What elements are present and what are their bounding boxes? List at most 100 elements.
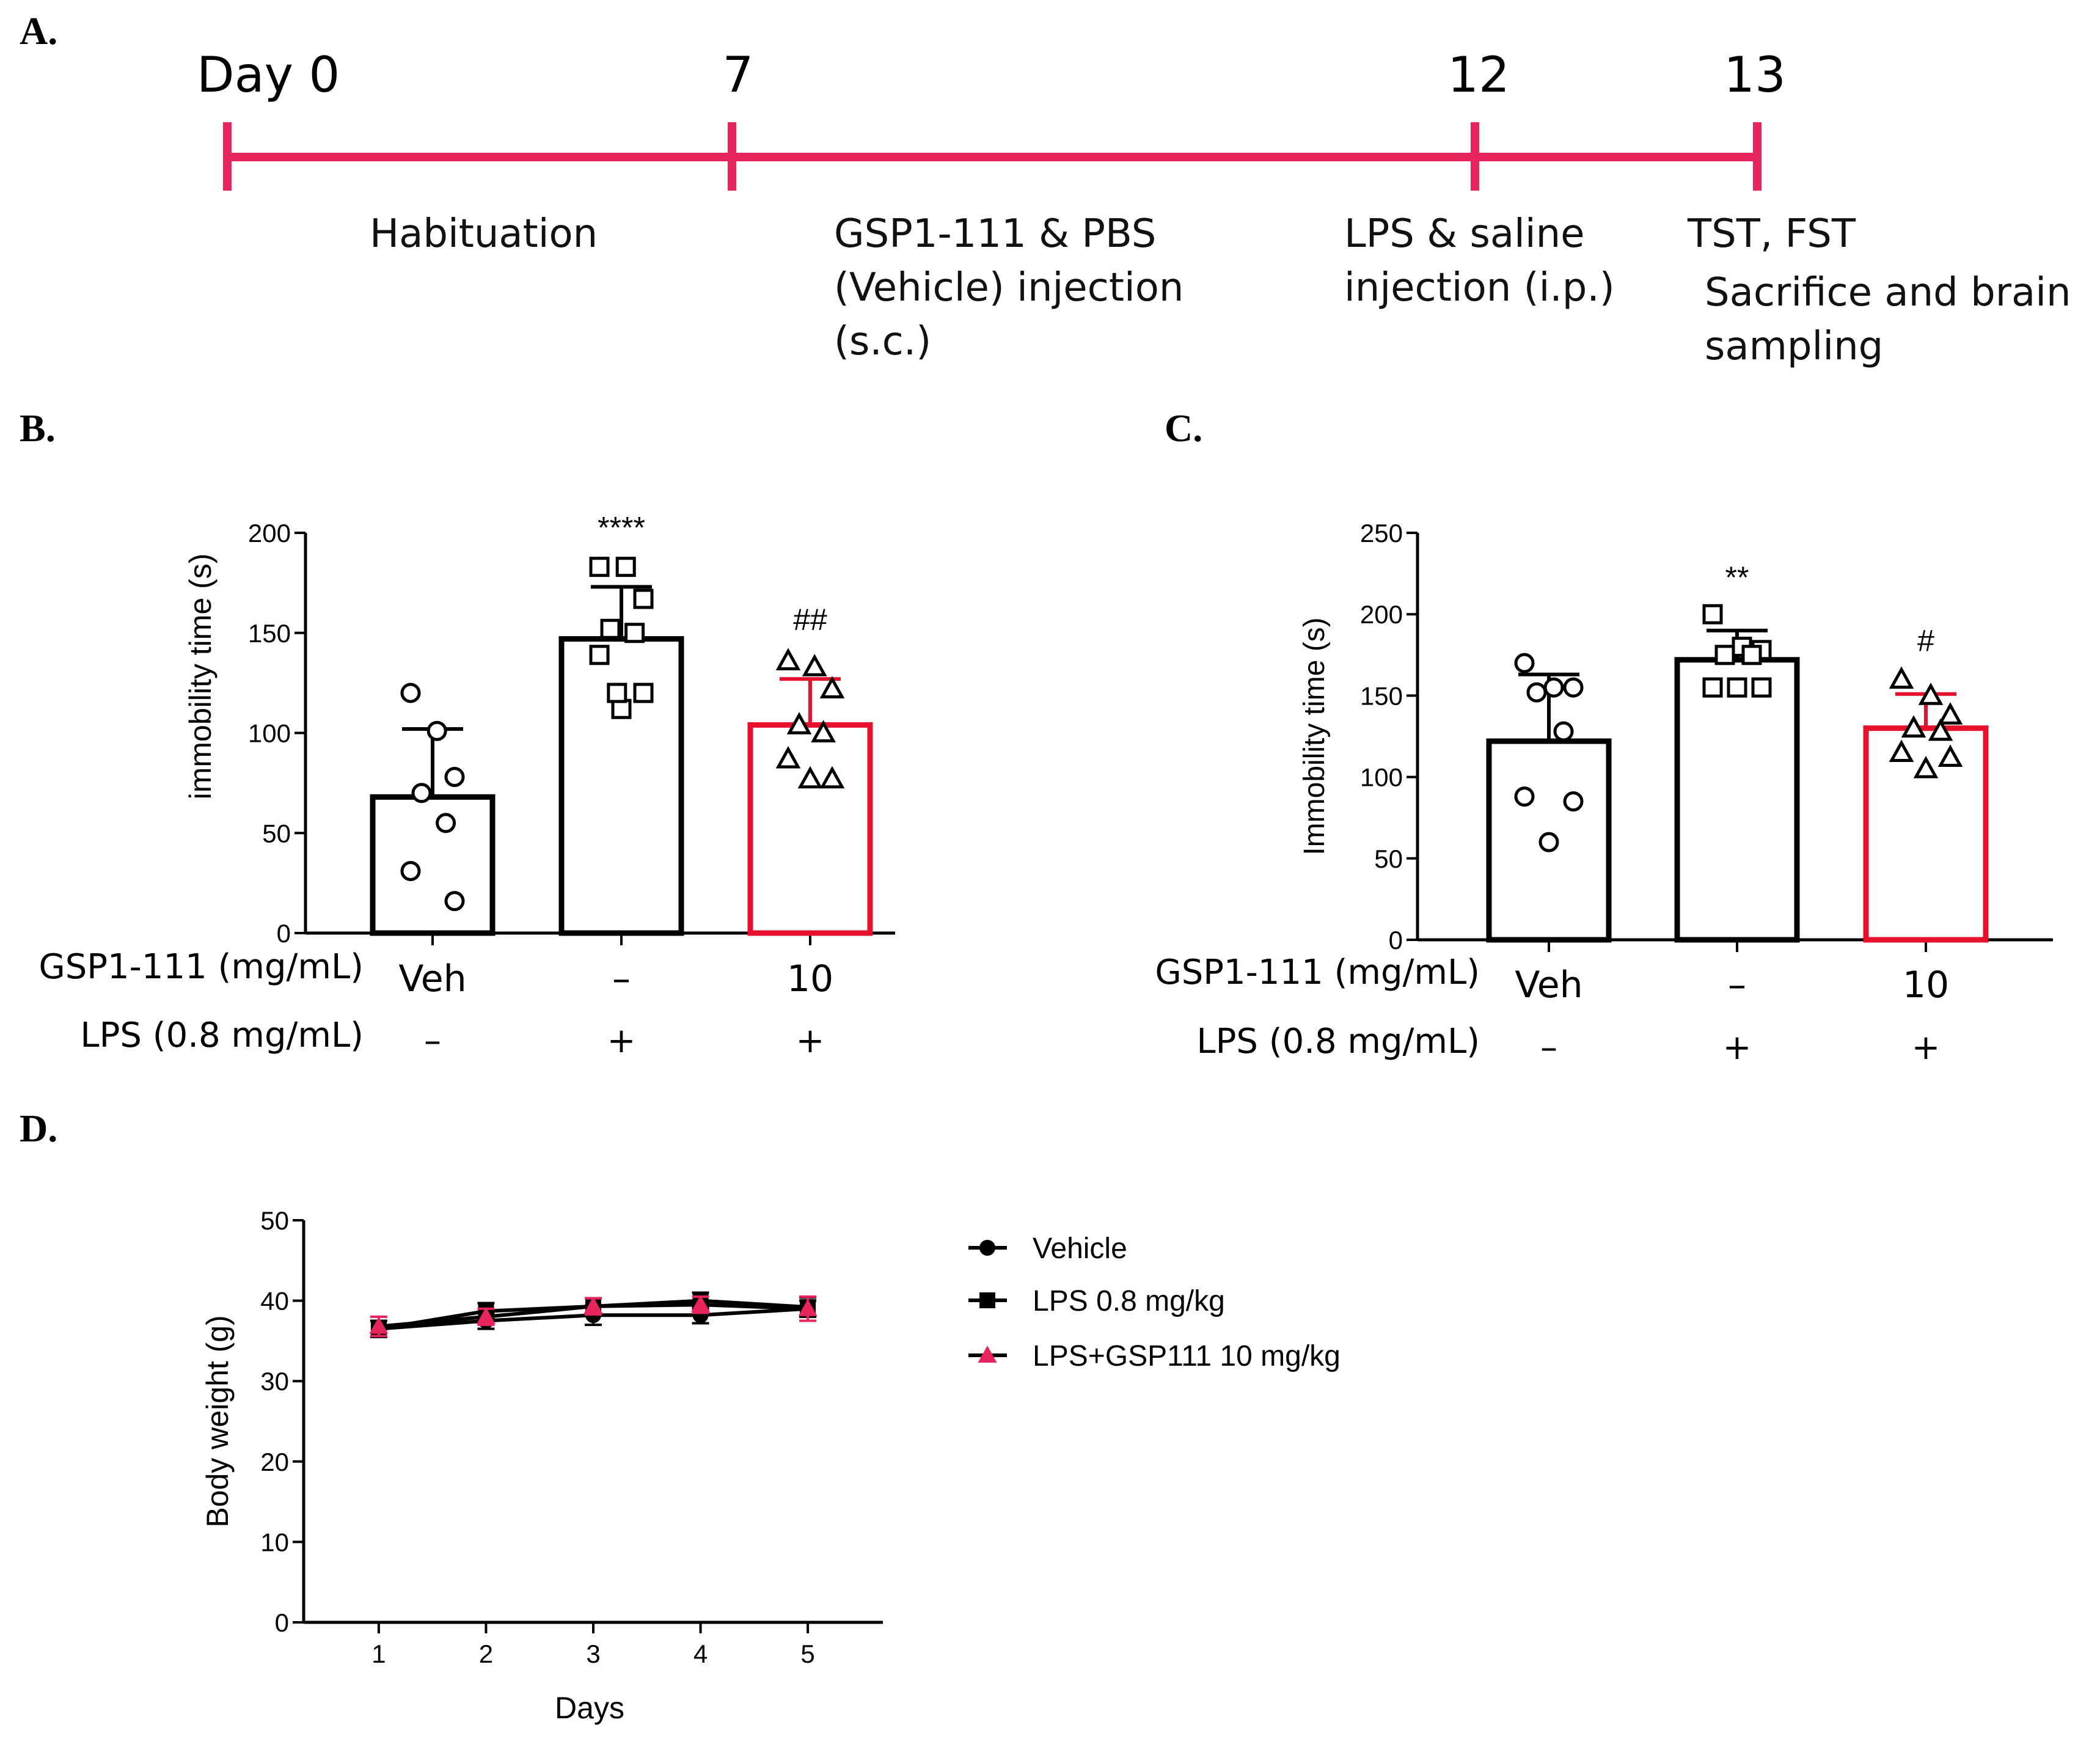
data-point: [1937, 702, 1963, 725]
data-point: [1714, 645, 1735, 665]
y-tick-label: 20: [260, 1448, 289, 1476]
legend-label: Vehicle: [1033, 1232, 1127, 1265]
data-point: [400, 683, 421, 703]
x-tick-label: 5: [800, 1639, 814, 1668]
significance-label: **: [1725, 560, 1749, 595]
y-tick-label: 200: [1360, 600, 1403, 629]
panel-a-label: A.: [20, 9, 57, 53]
data-point: [1563, 791, 1584, 812]
significance-label: #: [1917, 624, 1934, 658]
legend-label: LPS 0.8 mg/kg: [1033, 1285, 1225, 1317]
data-point: [476, 1307, 496, 1324]
panel-b-chart: B. 0 50 100 150 200 Veh – **** – + ## 10 + immobilit…: [20, 406, 895, 1061]
lps-value-label: +: [1912, 1028, 1941, 1068]
data-point: [589, 557, 610, 577]
data-point: [1563, 677, 1584, 698]
data-point: [589, 645, 610, 665]
lps-value-label: +: [607, 1021, 636, 1061]
data-point: [1901, 715, 1926, 738]
data-point: [798, 1298, 818, 1316]
panel-d-chart: D. 0 10 20 30 40 50 1 2 3 4 5 Body weight (g) Days…: [20, 1107, 1341, 1725]
data-point: [1913, 756, 1939, 778]
category-label: –: [612, 958, 631, 1000]
panel-d-x-axis-title: Days: [555, 1691, 624, 1725]
data-point: [819, 676, 845, 698]
data-point: [607, 683, 627, 703]
data-point: [1889, 666, 1914, 689]
data-point: [1514, 786, 1535, 807]
category-label: Veh: [1515, 964, 1582, 1006]
data-point: [802, 654, 827, 676]
panel-c-y-axis-title: Immobility time (s): [1298, 617, 1331, 855]
data-point: [1889, 739, 1914, 763]
category-label: 10: [1903, 964, 1949, 1006]
x-tick-label: 1: [371, 1639, 386, 1668]
phase-injection-line-2: (Vehicle) injection: [834, 265, 1184, 310]
bar: [1674, 657, 1800, 943]
data-point: [624, 623, 645, 643]
significance-label: ##: [793, 602, 827, 637]
panel-b-label: B.: [20, 406, 56, 450]
data-point: [1937, 744, 1963, 767]
panel-c-gsp-row-label: GSP1-111 (mg/mL): [1155, 953, 1480, 992]
data-point: [1727, 677, 1747, 698]
panel-a-timeline: A. Day 0 7 12 13 Habituation GSP1-111 & …: [20, 9, 2071, 369]
legend-marker: [978, 1346, 997, 1363]
y-tick-label: 0: [277, 919, 291, 948]
data-point: [1702, 677, 1723, 698]
x-tick-label: 4: [693, 1639, 708, 1668]
phase-tests-line-2: Sacrifice and brain: [1705, 270, 2071, 315]
data-point: [600, 618, 621, 639]
lps-value-label: –: [424, 1021, 441, 1061]
legend-marker: [979, 1292, 995, 1308]
data-point: [1526, 682, 1547, 703]
data-point: [1538, 832, 1559, 852]
y-tick-label: 50: [262, 819, 291, 848]
phase-injection-line-3: (s.c.): [834, 319, 931, 364]
y-tick-label: 0: [1389, 926, 1403, 954]
data-point: [1702, 604, 1723, 624]
phase-tests-line-3: sampling: [1705, 324, 1883, 369]
y-tick-label: 10: [260, 1528, 289, 1556]
panel-b-lps-row-label: LPS (0.8 mg/mL): [80, 1016, 364, 1055]
data-point: [797, 766, 823, 789]
y-tick-label: 150: [1360, 681, 1403, 710]
phase-injection-line-1: GSP1-111 & PBS: [834, 211, 1156, 257]
phase-tests-line-1: TST, FST: [1687, 211, 1856, 257]
data-point: [775, 745, 801, 769]
category-label: –: [1728, 964, 1746, 1006]
timeline-day-0: Day 0: [197, 46, 340, 103]
y-tick-label: 50: [260, 1206, 289, 1235]
panel-b-y-axis-title: immobility time (s): [183, 554, 218, 800]
significance-label: ****: [598, 510, 645, 544]
panel-d-label: D.: [20, 1107, 57, 1150]
data-point: [811, 720, 836, 742]
data-point: [1741, 645, 1762, 665]
panel-c-chart: C. 0 50 100 150 200 250 Veh – ** – + #10 + Immobilit…: [1155, 406, 2053, 1068]
data-point: [584, 1296, 603, 1314]
panel-d-marks: 0 10 20 30 40 50 1 2 3 4 5: [260, 1206, 883, 1668]
data-point: [1751, 677, 1772, 698]
y-tick-label: 50: [1374, 844, 1403, 873]
category-label: 10: [787, 958, 833, 1000]
bar: [370, 794, 496, 936]
data-point: [1514, 653, 1535, 673]
data-point: [444, 891, 465, 912]
data-point: [819, 766, 845, 789]
legend-label: LPS+GSP111 10 mg/kg: [1033, 1340, 1341, 1372]
panel-d-legend: Vehicle LPS 0.8 mg/kg LPS+GSP111 10 mg/kg: [968, 1232, 1341, 1372]
bar: [747, 722, 873, 936]
panel-c-marks: 0 50 100 150 200 250 Veh – ** – + #10 +: [1360, 519, 2053, 1068]
lps-value-label: +: [796, 1021, 825, 1061]
data-point: [633, 683, 654, 703]
phase-lps-line-2: injection (i.p.): [1344, 265, 1615, 310]
y-tick-label: 30: [260, 1367, 289, 1396]
data-point: [444, 767, 465, 788]
y-tick-label: 0: [275, 1608, 289, 1637]
data-point: [1918, 683, 1944, 705]
x-tick-label: 2: [479, 1639, 493, 1668]
data-point: [1928, 718, 1953, 741]
data-point: [436, 813, 456, 833]
panel-b-gsp-row-label: GSP1-111 (mg/mL): [38, 947, 364, 987]
timeline-day-13: 13: [1724, 46, 1786, 103]
